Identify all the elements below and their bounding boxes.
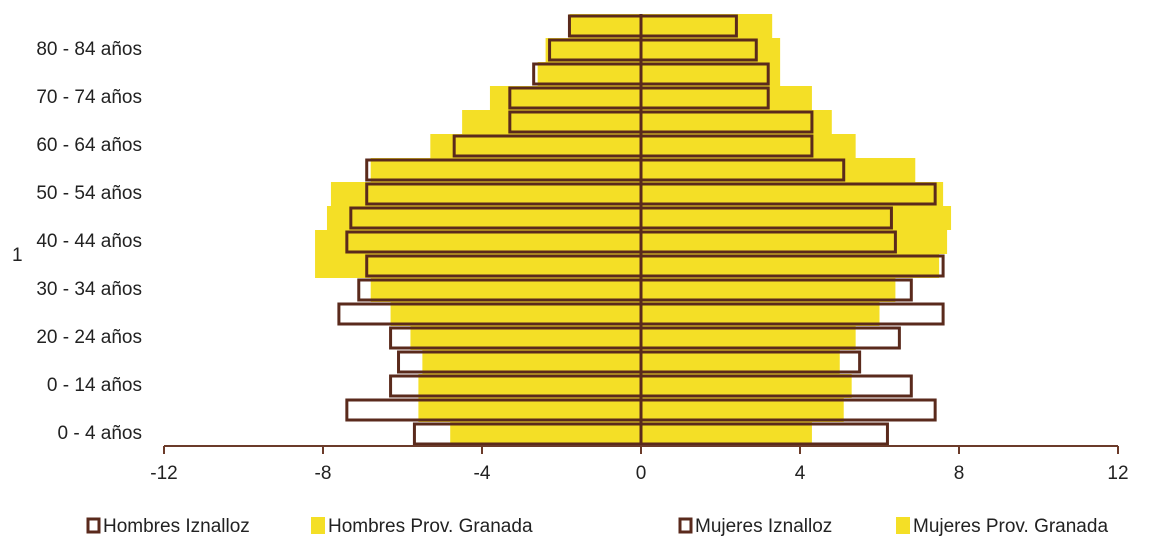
x-tick-label: 12 [1107,463,1128,484]
bar [641,326,856,350]
x-tick-label: -8 [315,463,332,484]
legend-swatch [311,517,325,534]
bar [370,158,641,182]
bar [450,422,641,446]
bar [641,182,944,206]
bar [641,278,896,302]
bar [489,86,641,110]
bar [641,422,812,446]
y-tick-label: 80 - 84 años [36,39,142,60]
bar [315,230,641,254]
bar [410,326,641,350]
bar [641,62,781,86]
legend-swatch [678,517,693,534]
y-tick-label: 70 - 74 años [36,87,142,108]
bar [418,374,641,398]
annotation: 1 [12,245,23,266]
bar [641,206,952,230]
x-tick-label: -4 [474,463,491,484]
bar [641,398,844,422]
legend-label: Mujeres Prov. Granada [913,516,1108,537]
bar [641,134,856,158]
x-tick-label: 0 [636,463,647,484]
y-tick-label: 40 - 44 años [36,231,142,252]
legend-swatch [86,517,101,534]
x-tick-label: 8 [954,463,965,484]
x-tick-label: -12 [150,463,177,484]
legend-swatch [896,517,910,534]
bar [569,14,641,38]
bar [315,254,641,278]
y-tick-label: 20 - 24 años [36,327,142,348]
y-tick-label: 50 - 54 años [36,183,142,204]
legend-label: Hombres Iznalloz [103,516,250,537]
bar [641,302,880,326]
bar [462,110,641,134]
bar [641,254,940,278]
bar [641,110,832,134]
y-tick-label: 60 - 64 años [36,135,142,156]
bar [641,230,948,254]
bar [430,134,641,158]
legend-label: Mujeres Iznalloz [695,516,832,537]
y-tick-label: 30 - 34 años [36,279,142,300]
bar [641,158,916,182]
bar [390,302,641,326]
bar [537,62,641,86]
bar [330,182,641,206]
x-tick-label: 4 [795,463,806,484]
bar [641,14,773,38]
legend-label: Hombres Prov. Granada [328,516,533,537]
bar [641,350,840,374]
bar [422,350,641,374]
bar [418,398,641,422]
bar [370,278,641,302]
bar [641,374,852,398]
bar [641,86,812,110]
y-tick-label: 0 - 4 años [58,423,143,444]
y-tick-label: 0 - 14 años [47,375,142,396]
bar [641,38,781,62]
bar [545,38,641,62]
bar [326,206,641,230]
